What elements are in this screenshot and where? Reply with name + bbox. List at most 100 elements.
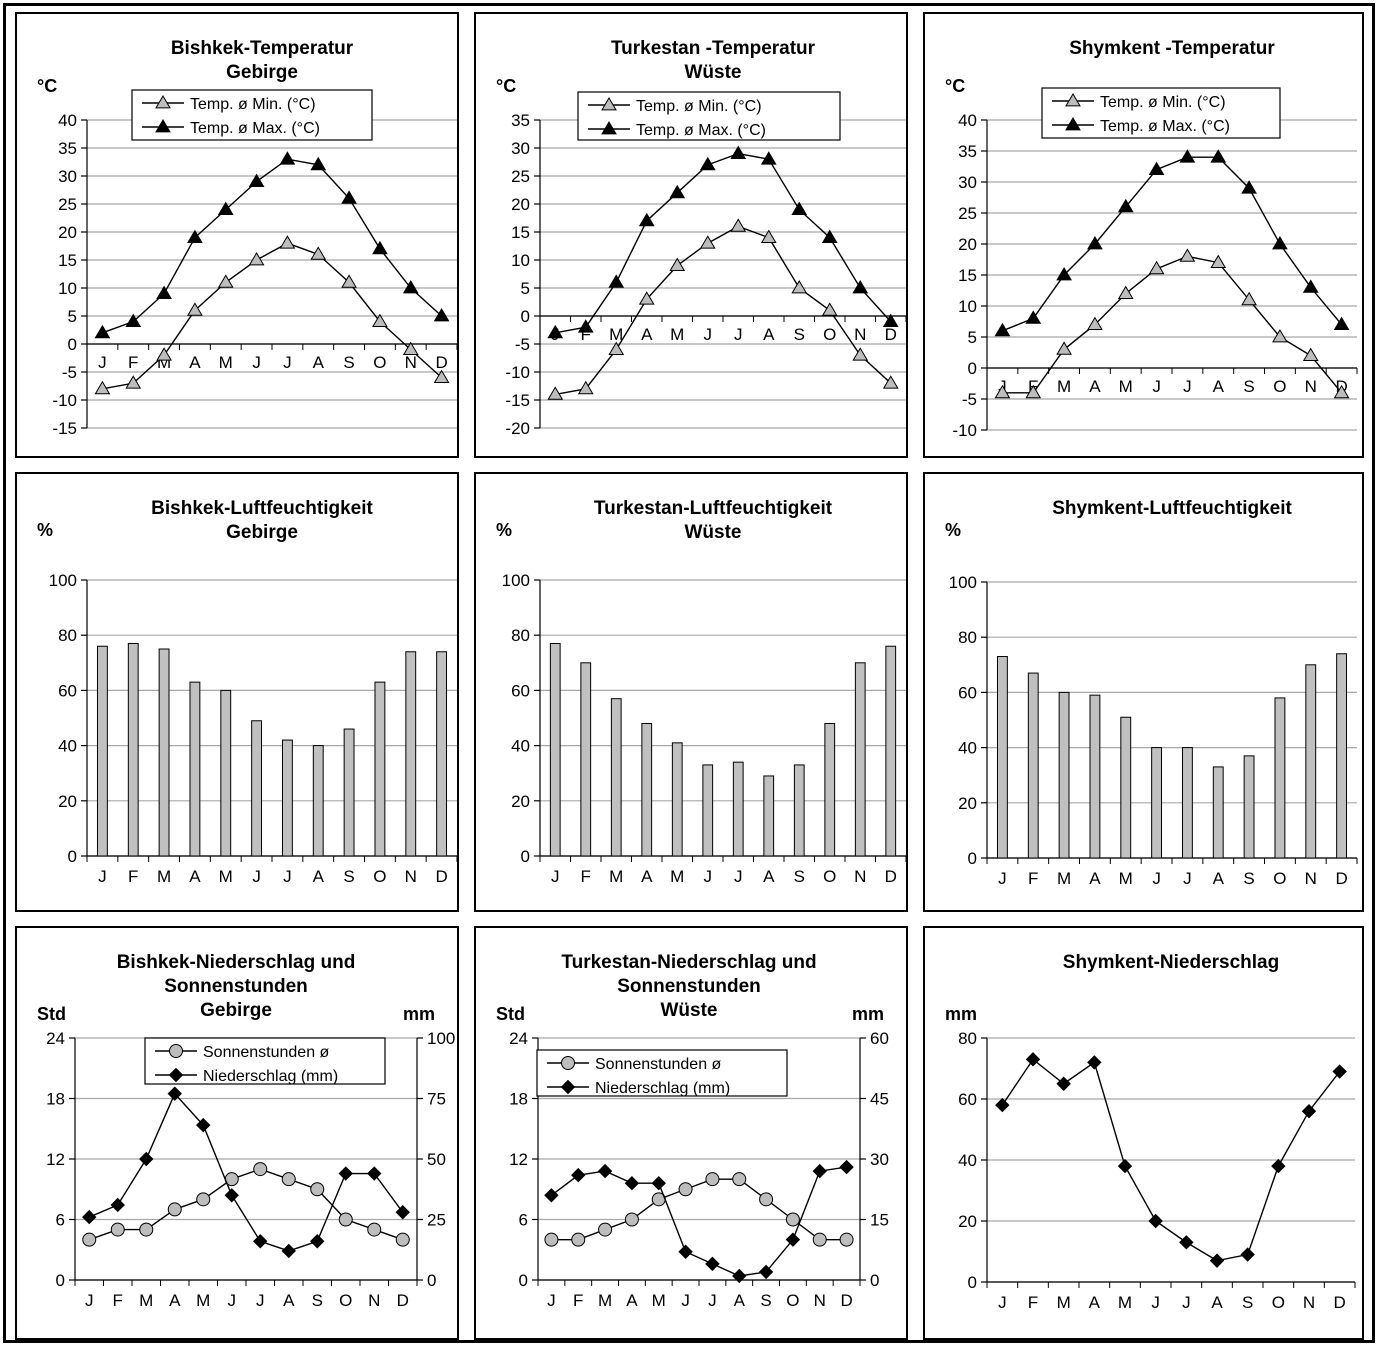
x-tick-label: M (219, 353, 233, 372)
x-tick-label: S (343, 353, 354, 372)
legend-marker (155, 95, 171, 109)
precipitation-point (839, 1159, 854, 1175)
humidity-bar (610, 698, 622, 857)
x-tick-label: J (551, 867, 560, 886)
precipitation-point (812, 1163, 827, 1179)
sunshine-point (110, 1222, 125, 1237)
min-temp-point (433, 369, 450, 383)
chart-title: Bishkek-Niederschlag und (117, 952, 356, 973)
chart-title: Wüste (685, 62, 742, 83)
chart-title: Bishkek-Luftfeuchtigkeit (151, 498, 373, 519)
x-tick-label: J (283, 353, 292, 372)
y-tick-label: 0 (68, 847, 77, 866)
x-tick-label: A (189, 353, 201, 372)
x-tick-label: M (670, 325, 684, 344)
bishkek-temperature-panel: Bishkek-Temperatur Gebirge °C -15 -10 -5 0 5 10 1… (15, 12, 459, 458)
sunshine-point (310, 1182, 325, 1197)
x-tick-label: N (1303, 1293, 1315, 1312)
min-temp-point (94, 380, 111, 395)
y2-tick-label: 60 (870, 1029, 889, 1048)
max-temp-point (1333, 316, 1350, 330)
max-temp-point (760, 151, 777, 165)
series-line (1001, 1058, 1341, 1262)
series-line (1002, 156, 1343, 332)
max-temp-point (669, 184, 686, 199)
precipitation-point (785, 1232, 801, 1247)
max-temp-point (1087, 236, 1103, 250)
y-tick-label: 20 (58, 223, 77, 242)
x-tick-label: A (283, 1291, 295, 1310)
min-temp-point (699, 235, 716, 249)
shymkent-temp-chart: Shymkent -Temperatur °C -10 -5 0 5 10 15 20 25 30 3… (945, 38, 1358, 440)
min-temp-point (310, 246, 327, 260)
x-tick-label: J (228, 1291, 237, 1310)
shymkent-temperature-panel: Shymkent -Temperatur °C -10 -5 0 5 10 15 20 25 30 3… (923, 12, 1364, 458)
y-axis-unit: °C (37, 76, 57, 96)
precipitation-point (1148, 1213, 1163, 1229)
humidity-bar (405, 651, 417, 857)
y-tick-label: 80 (958, 628, 977, 647)
max-temp-point (547, 324, 564, 339)
y-tick-label: -20 (505, 419, 530, 438)
min-temp-point (791, 280, 808, 294)
x-tick-label: A (763, 867, 775, 886)
y-tick-label: 0 (521, 307, 530, 326)
y-axis-unit: Std (37, 1004, 66, 1024)
humidity-bar (127, 642, 139, 857)
y2-tick-label: 50 (427, 1150, 446, 1169)
climate-charts-frame: Bishkek-Temperatur Gebirge °C -15 -10 -5 0 5 10 1… (3, 3, 1375, 1343)
y-tick-label: -10 (952, 421, 977, 440)
precipitation-point (310, 1234, 325, 1249)
x-tick-label: S (794, 325, 805, 344)
x-tick-label: M (609, 867, 623, 886)
y-tick-label: 10 (58, 279, 77, 298)
precipitation-point (678, 1244, 693, 1259)
chart-title: Shymkent-Luftfeuchtigkeit (1052, 498, 1292, 519)
y-tick-label: 100 (502, 571, 530, 590)
x-tick-label: O (1272, 1293, 1285, 1312)
precipitation-point (732, 1268, 747, 1284)
x-tick-label: J (998, 869, 1007, 888)
y-tick-label: 10 (958, 297, 977, 316)
sunshine-point (253, 1162, 268, 1177)
turkestan-humidity-chart: Turkestan-Luftfeuchtigkeit Wüste% 0 20 40 60 8… (496, 498, 907, 886)
max-temp-point (94, 324, 111, 339)
y-tick-label: 12 (46, 1150, 65, 1169)
x-tick-label: A (1211, 1293, 1223, 1312)
x-tick-label: S (1243, 869, 1254, 888)
y-tick-label: 0 (968, 359, 977, 378)
humidity-bar (793, 764, 805, 857)
sunshine-point (281, 1172, 296, 1187)
y2-axis-unit: mm (403, 1004, 435, 1024)
chart-title: Gebirge (200, 1000, 272, 1021)
x-tick-label: S (1242, 1293, 1253, 1312)
x-tick-label: J (681, 1291, 690, 1310)
x-tick-label: N (1305, 869, 1317, 888)
x-tick-label: A (169, 1291, 181, 1310)
y-tick-label: -10 (52, 391, 77, 410)
humidity-bar (281, 739, 293, 857)
y-tick-label: 20 (958, 1212, 977, 1231)
y-axis-unit: mm (945, 1004, 977, 1024)
x-tick-label: A (1213, 869, 1225, 888)
y-tick-label: 0 (521, 847, 530, 866)
max-temp-point (821, 229, 838, 243)
x-tick-label: A (1089, 1293, 1101, 1312)
y-tick-label: 5 (68, 307, 77, 326)
x-tick-label: S (794, 867, 805, 886)
precipitation-point (224, 1188, 239, 1203)
precipitation-point (1332, 1064, 1347, 1079)
x-tick-label: N (405, 867, 417, 886)
y-tick-label: 5 (521, 279, 530, 298)
y-tick-label: -5 (62, 363, 77, 382)
precipitation-point (758, 1264, 774, 1280)
y-tick-label: 15 (511, 223, 530, 242)
humidity-bar (702, 764, 714, 857)
x-tick-label: J (704, 867, 713, 886)
bishkek-humidity-panel: Bishkek-Luftfeuchtigkeit Gebirge% 0 20 40 60 8… (15, 472, 459, 912)
x-tick-label: F (1028, 869, 1038, 888)
x-tick-label: D (435, 867, 447, 886)
humidity-bar (436, 651, 448, 857)
precipitation-point (82, 1209, 97, 1225)
max-temp-point (1210, 149, 1227, 163)
